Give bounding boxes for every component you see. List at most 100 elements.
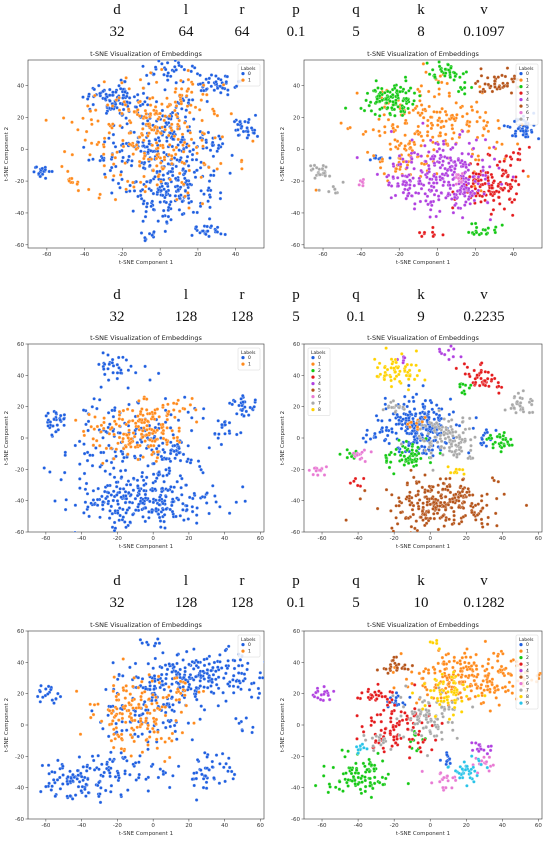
scatter-point bbox=[401, 87, 406, 91]
scatter-point bbox=[225, 74, 230, 79]
param-value-v: 0.1282 bbox=[463, 595, 505, 611]
scatter-point bbox=[107, 443, 111, 448]
scatter-point bbox=[405, 495, 409, 499]
scatter-point bbox=[178, 514, 183, 518]
scatter-point bbox=[98, 192, 102, 197]
scatter-point bbox=[127, 490, 131, 495]
scatter-point bbox=[367, 103, 371, 108]
scatter-point bbox=[394, 403, 398, 408]
scatter-point bbox=[187, 206, 191, 210]
legend-label: 6 bbox=[526, 110, 529, 116]
scatter-point bbox=[113, 526, 118, 530]
scatter-point bbox=[521, 410, 526, 414]
scatter-point bbox=[78, 462, 82, 466]
scatter-point bbox=[185, 507, 189, 512]
x-tick-label: 0 bbox=[151, 536, 155, 542]
scatter-point bbox=[121, 487, 126, 491]
scatter-point bbox=[120, 728, 124, 733]
scatter-point bbox=[476, 154, 481, 158]
scatter-point bbox=[153, 498, 158, 502]
scatter-point bbox=[113, 197, 118, 202]
scatter-point bbox=[38, 174, 42, 179]
y-tick-label: -20 bbox=[291, 179, 300, 185]
scatter-point bbox=[386, 117, 391, 122]
scatter-point bbox=[529, 402, 534, 407]
scatter-point bbox=[180, 493, 184, 497]
scatter-point bbox=[454, 101, 458, 105]
scatter-point bbox=[55, 778, 60, 782]
scatter-point bbox=[162, 687, 167, 692]
scatter-point bbox=[214, 80, 218, 84]
scatter-point bbox=[61, 116, 66, 120]
scatter-point bbox=[142, 160, 147, 165]
scatter-point bbox=[124, 689, 129, 693]
scatter-point bbox=[432, 410, 436, 415]
scatter-point bbox=[401, 417, 405, 421]
scatter-point bbox=[183, 693, 187, 698]
scatter-point bbox=[374, 414, 379, 418]
scatter-point bbox=[124, 76, 128, 80]
scatter-point bbox=[400, 113, 405, 118]
scatter-point bbox=[108, 771, 112, 775]
scatter-point bbox=[145, 726, 150, 731]
scatter-point bbox=[132, 454, 137, 458]
scatter-point bbox=[364, 433, 369, 437]
scatter-point bbox=[484, 123, 489, 128]
scatter-point bbox=[182, 161, 186, 166]
scatter-point bbox=[198, 82, 203, 86]
scatter-point bbox=[388, 147, 393, 152]
scatter-point bbox=[448, 186, 453, 191]
scatter-point bbox=[155, 476, 159, 480]
scatter-point bbox=[232, 119, 237, 124]
scatter-point bbox=[58, 787, 63, 791]
scatter-point bbox=[385, 433, 390, 438]
scatter-point bbox=[446, 681, 451, 686]
scatter-point bbox=[183, 194, 187, 199]
scatter-point bbox=[160, 102, 164, 106]
scatter-point bbox=[201, 669, 205, 674]
scatter-point bbox=[373, 112, 377, 117]
scatter-point bbox=[209, 173, 213, 177]
scatter-point bbox=[212, 109, 216, 113]
scatter-point bbox=[170, 166, 175, 171]
scatter-point bbox=[167, 705, 172, 709]
legend-label: 0 bbox=[248, 355, 251, 361]
scatter-point bbox=[464, 165, 468, 170]
scatter-point bbox=[193, 105, 198, 110]
scatter-point bbox=[175, 435, 180, 440]
scatter-point bbox=[191, 210, 196, 215]
scatter-point bbox=[411, 102, 415, 106]
scatter-point bbox=[246, 129, 250, 134]
scatter-point bbox=[470, 193, 474, 198]
scatter-point bbox=[83, 500, 88, 504]
scatter-point bbox=[458, 445, 463, 450]
scatter-point bbox=[166, 488, 170, 493]
scatter-point bbox=[103, 175, 108, 179]
scatter-point bbox=[389, 384, 394, 389]
scatter-point bbox=[407, 416, 411, 420]
scatter-point bbox=[139, 196, 144, 201]
scatter-point bbox=[226, 88, 230, 92]
scatter-point bbox=[427, 170, 431, 174]
scatter-point bbox=[439, 444, 444, 449]
scatter-point bbox=[451, 434, 455, 438]
scatter-point bbox=[49, 687, 53, 692]
scatter-point bbox=[226, 659, 230, 663]
scatter-point bbox=[388, 460, 393, 464]
scatter-point bbox=[393, 377, 397, 381]
scatter-point bbox=[433, 671, 437, 675]
scatter-point bbox=[86, 428, 90, 433]
scatter-point bbox=[169, 440, 173, 445]
scatter-point bbox=[383, 402, 388, 407]
scatter-point bbox=[473, 435, 477, 439]
scatter-point bbox=[449, 418, 454, 422]
scatter-point bbox=[152, 644, 157, 648]
scatter-point bbox=[109, 766, 113, 770]
x-tick-label: 20 bbox=[194, 252, 201, 258]
scatter-point bbox=[154, 717, 159, 722]
scatter-point bbox=[81, 95, 85, 99]
scatter-point bbox=[135, 92, 140, 97]
scatter-point bbox=[205, 685, 210, 690]
scatter-point bbox=[407, 368, 412, 373]
scatter-point bbox=[419, 456, 423, 461]
